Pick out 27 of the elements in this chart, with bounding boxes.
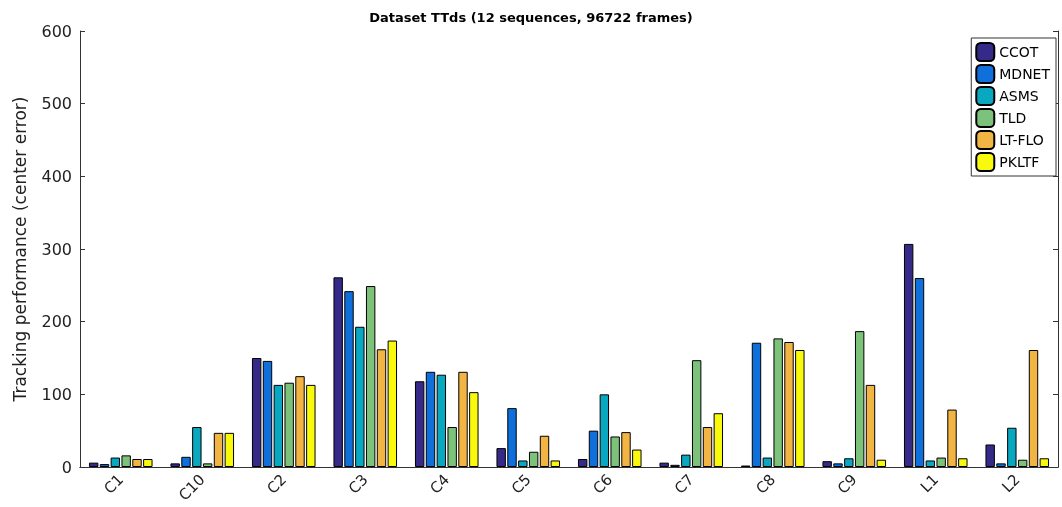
legend-label: PKLTF — [999, 154, 1040, 170]
x-tick-label: C5 — [507, 470, 535, 498]
legend-label: CCOT — [999, 44, 1039, 60]
x-tick-label: C2 — [263, 470, 291, 498]
y-tick-label: 300 — [41, 239, 72, 259]
legend-label: MDNET — [999, 66, 1051, 82]
x-tick-label: C4 — [426, 470, 454, 498]
y-tick-label: 200 — [41, 312, 72, 332]
chart-title: Dataset TTds (12 sequences, 96722 frames) — [369, 10, 693, 25]
x-tick-label: L2 — [998, 470, 1024, 497]
legend-label: TLD — [998, 110, 1027, 126]
y-tick-label: 400 — [41, 166, 72, 186]
x-tick-label: L1 — [916, 470, 943, 497]
x-tick-label: C3 — [344, 470, 372, 498]
x-tick-label: C7 — [670, 470, 698, 498]
y-tick-label: 100 — [41, 384, 72, 404]
x-tick-label: C8 — [752, 470, 780, 498]
y-tick-label: 0 — [61, 457, 72, 477]
y-tick-label: 600 — [41, 21, 72, 41]
x-tick-label: C9 — [833, 470, 861, 498]
legend-label: ASMS — [999, 88, 1039, 104]
x-tick-label: C1 — [100, 470, 128, 498]
x-tick-label: C10 — [175, 470, 209, 505]
y-tick-label: 500 — [41, 94, 72, 114]
x-tick-label: C6 — [589, 470, 617, 498]
y-axis-title: Tracking performance (center error) — [9, 96, 30, 403]
legend-label: LT-FLO — [999, 132, 1044, 148]
